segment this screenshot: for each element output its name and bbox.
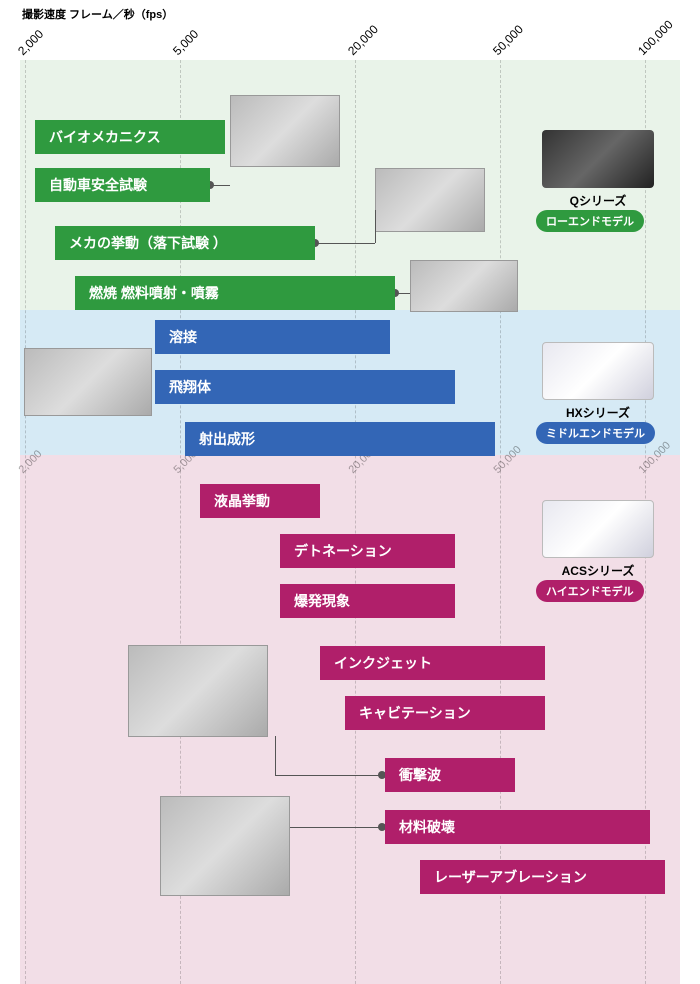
- mid-axis: 2,0005,00020,00050,000100,000: [20, 458, 680, 476]
- axis-tick: 100,000: [635, 17, 676, 58]
- photo-placeholder: [160, 796, 290, 896]
- camera-tier-pill: ローエンドモデル: [536, 210, 644, 232]
- range-bar: 溶接: [155, 320, 390, 354]
- range-bar: 液晶挙動: [200, 484, 320, 518]
- chart-title: 撮影速度 フレーム／秒（fps）: [0, 0, 700, 24]
- connector-line: [275, 736, 276, 775]
- camera-name: ACSシリーズ: [538, 562, 658, 579]
- range-bar: メカの挙動（落下試験 ）: [55, 226, 315, 260]
- range-bar: インクジェット: [320, 646, 545, 680]
- gridline: [500, 60, 501, 984]
- photo-placeholder: [24, 348, 152, 416]
- range-bar: 爆発現象: [280, 584, 455, 618]
- camera-tier-pill: ミドルエンドモデル: [536, 422, 655, 444]
- photo-placeholder: [230, 95, 340, 167]
- camera-name: Qシリーズ: [538, 192, 658, 209]
- gridline: [25, 60, 26, 984]
- camera-tier-pill: ハイエンドモデル: [536, 580, 644, 602]
- chart-area: 2,0005,00020,00050,000100,000 バイオメカニクス自動車…: [20, 60, 680, 984]
- camera-name: HXシリーズ: [538, 404, 658, 421]
- range-bar: 射出成形: [185, 422, 495, 456]
- range-bar: デトネーション: [280, 534, 455, 568]
- range-bar: レーザーアブレーション: [420, 860, 665, 894]
- range-bar: 衝撃波: [385, 758, 515, 792]
- axis-tick: 2,000: [15, 27, 46, 58]
- connector-line: [290, 827, 382, 828]
- camera-image: [542, 500, 654, 558]
- gridline: [355, 60, 356, 984]
- range-bar: バイオメカニクス: [35, 120, 225, 154]
- axis-tick: 50,000: [490, 22, 526, 58]
- range-bar: キャビテーション: [345, 696, 545, 730]
- top-axis: 2,0005,00020,00050,000100,000: [0, 24, 700, 60]
- photo-placeholder: [410, 260, 518, 312]
- connector-line: [275, 775, 382, 776]
- photo-placeholder: [375, 168, 485, 232]
- range-bar: 材料破壊: [385, 810, 650, 844]
- range-bar: 自動車安全試験: [35, 168, 210, 202]
- range-bar: 燃焼 燃料噴射・噴霧: [75, 276, 395, 310]
- camera-image: [542, 342, 654, 400]
- axis-tick: 20,000: [345, 22, 381, 58]
- range-bar: 飛翔体: [155, 370, 455, 404]
- connector-line: [375, 210, 376, 243]
- axis-tick: 5,000: [170, 27, 201, 58]
- connector-line: [315, 243, 375, 244]
- photo-placeholder: [128, 645, 268, 737]
- camera-image: [542, 130, 654, 188]
